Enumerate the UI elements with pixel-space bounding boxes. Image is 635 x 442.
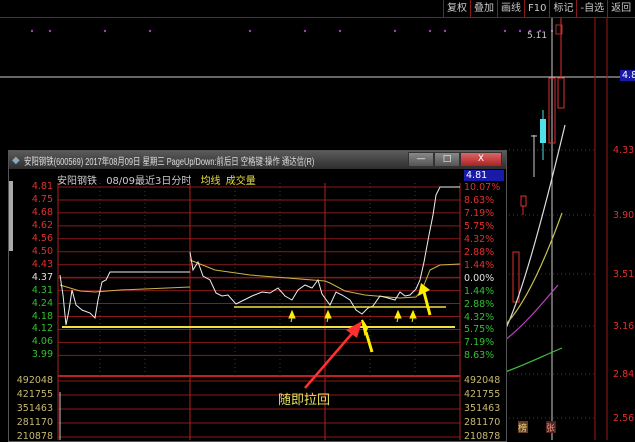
volume-label: 421755 <box>16 389 53 400</box>
price-label: 4.75 <box>31 193 53 205</box>
close-button[interactable]: X <box>460 152 502 167</box>
axis-label: 3.90 <box>613 210 634 221</box>
badge-zhang: 张 <box>546 423 555 434</box>
badge-bang: 榜 <box>518 422 527 434</box>
back-button[interactable]: 返回 <box>607 0 634 17</box>
chart-header: 安阳钢铁 08/09最近3日分时 均线 成交量 <box>57 172 262 187</box>
price-label: 4.31 <box>31 284 53 296</box>
pct-label: 5.75% <box>464 324 495 336</box>
avg-line-label: 均线 <box>200 176 221 187</box>
pct-label: 8.63% <box>464 194 495 206</box>
volume-label: 351463 <box>464 403 501 414</box>
window-titlebar[interactable]: ◆ 安阳钢铁(600569) 2017年08月09日 星期三 PageUp/Do… <box>9 151 506 169</box>
watchlist-button[interactable]: -自选 <box>576 0 607 17</box>
pct-label: 7.19% <box>464 337 495 349</box>
intraday-window: ◆ 安阳钢铁(600569) 2017年08月09日 星期三 PageUp/Do… <box>8 150 507 442</box>
volume-label: 成交量 <box>225 176 256 187</box>
f10-button[interactable]: F10 <box>524 0 549 17</box>
price-label: 3.99 <box>31 349 53 361</box>
app-icon: ◆ <box>12 154 20 166</box>
pct-label: 7.19% <box>464 207 495 219</box>
bg-current-price: 4.81 <box>620 70 635 81</box>
scrollbar[interactable] <box>9 181 13 251</box>
overlay-button[interactable]: 叠加 <box>470 0 497 17</box>
maximize-button[interactable]: □ <box>434 152 460 167</box>
stock-name: 安阳钢铁 <box>57 176 97 187</box>
annotation-text: 随即拉回 <box>278 393 331 408</box>
candles <box>512 18 565 303</box>
current-price-label: 4.81 <box>464 170 504 181</box>
mark-button[interactable]: 标记 <box>549 0 576 17</box>
volume-label: 351463 <box>16 403 53 414</box>
axis-label: 2.84 <box>613 369 634 380</box>
pct-label: 0.00% <box>464 272 495 284</box>
pct-label: 1.44% <box>464 259 495 271</box>
volume-label: 281170 <box>464 417 501 428</box>
axis-label: 4.33 <box>613 145 634 156</box>
toolbar-divider <box>0 17 635 18</box>
axis-label: 2.56 <box>613 413 634 424</box>
badge-bg <box>546 421 556 433</box>
bg-gridlines <box>505 149 595 419</box>
volume-label: 210878 <box>464 431 501 442</box>
draw-line-button[interactable]: 画线 <box>497 0 524 17</box>
volume-label: 492048 <box>464 375 501 386</box>
pct-label: 2.88% <box>464 298 495 310</box>
axis-label: 3.51 <box>613 269 634 280</box>
moving-averages <box>504 124 566 373</box>
pct-label: 5.75% <box>464 220 495 232</box>
badge-bg <box>518 421 528 433</box>
price-label: 4.37 <box>31 271 53 283</box>
high-marker: 5.11 <box>527 31 547 41</box>
price-label: 4.50 <box>31 245 53 257</box>
price-label: 4.62 <box>31 219 53 231</box>
price-label: 4.06 <box>31 336 53 348</box>
volume-label: 210878 <box>16 431 53 442</box>
price-label: 4.68 <box>31 206 53 218</box>
volume-label: 421755 <box>464 389 501 400</box>
pct-label: 2.88% <box>464 246 495 258</box>
period-label: 08/09最近3日分时 <box>106 176 192 187</box>
price-label: 4.24 <box>31 297 53 309</box>
axis-label: 3.16 <box>613 321 634 332</box>
price-label: 4.18 <box>31 310 53 322</box>
top-dots <box>30 29 554 33</box>
pct-label: 4.32% <box>464 233 495 245</box>
marker-icon <box>555 24 563 35</box>
volume-label: 281170 <box>16 417 53 428</box>
window-title: 安阳钢铁(600569) 2017年08月09日 星期三 PageUp/Down… <box>23 156 315 168</box>
pct-label: 8.63% <box>464 350 495 362</box>
price-label: 4.81 <box>31 181 53 192</box>
price-label: 4.12 <box>31 323 53 335</box>
pct-label: 4.32% <box>464 311 495 323</box>
bg-axis-labels: 4.33 3.90 3.51 3.16 2.84 2.56 <box>613 145 634 424</box>
price-label: 4.43 <box>31 258 53 270</box>
minimize-button[interactable]: — <box>408 152 434 167</box>
volume-label: 492048 <box>16 375 53 386</box>
price-label: 4.56 <box>31 232 53 244</box>
toolbar: 复权 叠加 画线 F10 标记 -自选 返回 <box>443 0 634 17</box>
pct-label: 1.44% <box>464 285 495 297</box>
fuquan-button[interactable]: 复权 <box>443 0 470 17</box>
pct-label: 10.07% <box>464 182 501 193</box>
